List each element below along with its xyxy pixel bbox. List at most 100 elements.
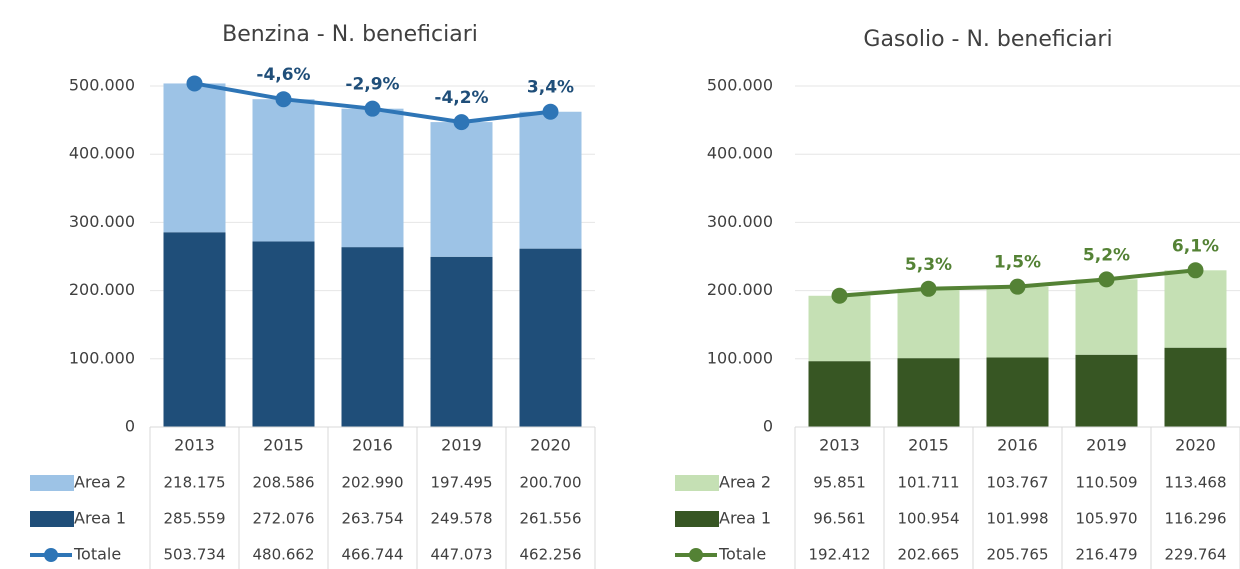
total-point bbox=[1009, 278, 1026, 295]
table-value: 216.479 bbox=[1075, 546, 1137, 564]
total-point bbox=[453, 114, 470, 131]
total-point bbox=[1187, 262, 1204, 279]
total-point bbox=[831, 287, 848, 304]
legend-label: Totale bbox=[718, 545, 766, 564]
legend-label: Area 1 bbox=[719, 509, 771, 528]
legend-label: Totale bbox=[73, 545, 121, 564]
table-value: 466.744 bbox=[341, 546, 403, 564]
table-value: 285.559 bbox=[163, 510, 225, 528]
bar-segment bbox=[430, 256, 493, 427]
bar-segment bbox=[341, 247, 404, 427]
chart-title: Gasolio - N. beneficiari bbox=[863, 27, 1112, 52]
legend-label: Area 2 bbox=[74, 473, 126, 492]
total-point bbox=[920, 280, 937, 297]
table-value: 263.754 bbox=[341, 510, 403, 528]
table-value: 101.998 bbox=[986, 510, 1048, 528]
bar-segment bbox=[341, 108, 404, 248]
table-value: 447.073 bbox=[430, 546, 492, 564]
y-tick-label: 500.000 bbox=[707, 76, 773, 95]
y-tick-label: 0 bbox=[125, 417, 135, 436]
change-label: 6,1% bbox=[1172, 236, 1219, 256]
bar-segment bbox=[1075, 279, 1138, 355]
x-tick-label: 2020 bbox=[1175, 436, 1216, 455]
table-value: 205.765 bbox=[986, 546, 1048, 564]
change-label: -4,6% bbox=[256, 65, 310, 85]
bar-segment bbox=[808, 295, 871, 362]
y-tick-label: 100.000 bbox=[707, 348, 773, 367]
x-tick-label: 2019 bbox=[441, 436, 482, 455]
bar-segment bbox=[986, 357, 1049, 427]
bar-segment bbox=[252, 99, 315, 242]
change-label: 1,5% bbox=[994, 253, 1041, 273]
table-value: 95.851 bbox=[813, 474, 866, 492]
table-value: 218.175 bbox=[163, 474, 225, 492]
total-point bbox=[364, 100, 381, 117]
legend-marker bbox=[689, 548, 703, 562]
y-tick-label: 300.000 bbox=[707, 212, 773, 231]
table-value: 229.764 bbox=[1164, 546, 1226, 564]
table-value: 200.700 bbox=[519, 474, 581, 492]
bar-segment bbox=[986, 286, 1049, 358]
change-label: -2,9% bbox=[345, 75, 399, 95]
total-point bbox=[1098, 271, 1115, 288]
change-label: -4,2% bbox=[434, 88, 488, 108]
x-tick-label: 2016 bbox=[352, 436, 393, 455]
table-value: 100.954 bbox=[897, 510, 959, 528]
bar-segment bbox=[1164, 270, 1227, 348]
change-label: 3,4% bbox=[527, 78, 574, 98]
x-tick-label: 2020 bbox=[530, 436, 571, 455]
bar-segment bbox=[1075, 354, 1138, 427]
table-value: 202.665 bbox=[897, 546, 959, 564]
y-tick-label: 200.000 bbox=[707, 280, 773, 299]
table-value: 462.256 bbox=[519, 546, 581, 564]
x-tick-label: 2016 bbox=[997, 436, 1038, 455]
y-tick-label: 200.000 bbox=[69, 280, 135, 299]
legend-swatch bbox=[30, 511, 74, 527]
bar-segment bbox=[1164, 347, 1227, 427]
bar-segment bbox=[163, 232, 226, 427]
x-tick-label: 2013 bbox=[819, 436, 860, 455]
legend-label: Area 1 bbox=[74, 509, 126, 528]
bar-segment bbox=[163, 83, 226, 233]
total-point bbox=[542, 103, 559, 120]
table-value: 116.296 bbox=[1164, 510, 1226, 528]
bar-segment bbox=[897, 358, 960, 427]
table-value: 197.495 bbox=[430, 474, 492, 492]
bar-segment bbox=[519, 111, 582, 249]
legend-swatch bbox=[30, 475, 74, 491]
legend-swatch bbox=[675, 475, 719, 491]
x-tick-label: 2019 bbox=[1086, 436, 1127, 455]
bar-segment bbox=[252, 241, 315, 427]
x-tick-label: 2015 bbox=[263, 436, 304, 455]
bar-segment bbox=[519, 248, 582, 427]
table-value: 503.734 bbox=[163, 546, 225, 564]
table-value: 272.076 bbox=[252, 510, 314, 528]
legend-label: Area 2 bbox=[719, 473, 771, 492]
y-tick-label: 0 bbox=[763, 417, 773, 436]
x-tick-label: 2013 bbox=[174, 436, 215, 455]
table-value: 261.556 bbox=[519, 510, 581, 528]
total-point bbox=[275, 91, 292, 108]
total-point bbox=[186, 75, 203, 92]
legend-swatch bbox=[675, 511, 719, 527]
table-value: 249.578 bbox=[430, 510, 492, 528]
y-tick-label: 500.000 bbox=[69, 76, 135, 95]
table-value: 101.711 bbox=[897, 474, 959, 492]
bar-segment bbox=[897, 288, 960, 359]
chart-title: Benzina - N. beneficiari bbox=[222, 22, 478, 47]
table-value: 110.509 bbox=[1075, 474, 1137, 492]
table-value: 103.767 bbox=[986, 474, 1048, 492]
table-value: 96.561 bbox=[813, 510, 866, 528]
y-tick-label: 400.000 bbox=[69, 144, 135, 163]
change-label: 5,3% bbox=[905, 255, 952, 275]
table-value: 208.586 bbox=[252, 474, 314, 492]
bar-segment bbox=[430, 122, 493, 257]
y-tick-label: 400.000 bbox=[707, 144, 773, 163]
table-value: 192.412 bbox=[808, 546, 870, 564]
table-value: 113.468 bbox=[1164, 474, 1226, 492]
table-value: 202.990 bbox=[341, 474, 403, 492]
legend-marker bbox=[44, 548, 58, 562]
change-label: 5,2% bbox=[1083, 245, 1130, 265]
bar-segment bbox=[808, 361, 871, 427]
